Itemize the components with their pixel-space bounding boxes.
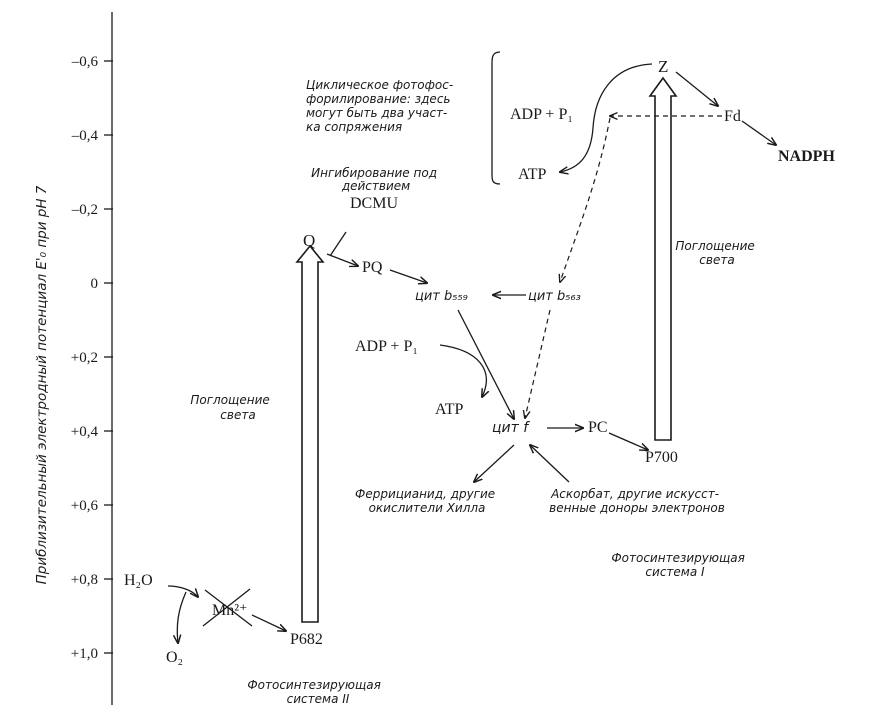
- p682-label: P682: [290, 631, 323, 648]
- o2-label: O₂: [166, 649, 183, 666]
- axis-tick-label: +0,6: [71, 498, 99, 514]
- adp-label-2: ADP + P₁: [510, 106, 573, 123]
- axis-tick-label: –0,4: [71, 128, 99, 144]
- axis-tick-label: –0,6: [71, 54, 99, 70]
- photosystem-i: Поглощение света Фотосинтезирующая систе…: [560, 57, 835, 579]
- dcmu-note: Ингибирование под действием: [311, 166, 441, 193]
- axis-tick-label: +1,0: [71, 646, 98, 662]
- axis-tick-label: +0,8: [71, 572, 98, 588]
- electron-donors-note: Аскорбат, другие искусст- венные доноры …: [549, 487, 725, 515]
- ps1-light-label: Поглощение света: [675, 239, 758, 267]
- hill-oxidants-note: Феррицианид, другие окислители Хилла: [355, 487, 499, 515]
- mn-label: Mn²⁺: [212, 602, 247, 619]
- h2o-label: H₂O: [124, 572, 153, 589]
- axis-label: Приблизительный электродный потенциал E'…: [34, 185, 50, 584]
- axis-tick-label: +0,2: [71, 350, 98, 366]
- p700-label: P700: [645, 449, 678, 466]
- axis-tick-label: +0,4: [71, 424, 99, 440]
- axis-tick-label: 0: [91, 276, 99, 292]
- pq-label: PQ: [362, 259, 383, 276]
- ps1-label: Фотосинтезирующая система I: [611, 551, 748, 579]
- z-label: Z: [658, 57, 668, 76]
- cyt-b559-label: цит b₅₅₉: [415, 289, 468, 304]
- cyt-f-label: цит f: [492, 420, 530, 436]
- q-label: Q: [303, 231, 315, 250]
- ps2-light-label: Поглощение света: [190, 393, 273, 422]
- axis-tick-label: –0,2: [71, 202, 98, 218]
- photosystem-ii: Поглощение света Фотосинтезирующая систе…: [124, 231, 384, 706]
- cyclic-bracket: [491, 51, 501, 185]
- fd-label: Fd: [724, 108, 741, 125]
- adp-label-1: ADP + P₁: [355, 338, 418, 355]
- dcmu-label: DCMU: [350, 195, 398, 212]
- electron-transport-chain: PQ цит b₅₅₉ цит b₅₆₃ цит f PC ADP + P₁ A…: [326, 253, 725, 515]
- nadph-label: NADPH: [778, 148, 835, 165]
- ps2-label: Фотосинтезирующая система II: [247, 678, 384, 706]
- ps1-light-arrow: [648, 76, 678, 441]
- cyclic-photophosphorylation: Циклическое фотофос- форилирование: здес…: [306, 51, 573, 212]
- ps2-light-arrow: [295, 244, 325, 623]
- cyt-b563-label: цит b₅₆₃: [528, 289, 581, 304]
- atp-label-2: ATP: [518, 166, 547, 183]
- pc-label: PC: [588, 419, 608, 436]
- potential-axis: –0,6 –0,4 –0,2 0 +0,2 +0,4 +0,6 +0,8 +1,0 Прибли…: [34, 12, 113, 705]
- atp-label-1: ATP: [435, 401, 464, 418]
- cyclic-note: Циклическое фотофос- форилирование: здес…: [306, 78, 457, 134]
